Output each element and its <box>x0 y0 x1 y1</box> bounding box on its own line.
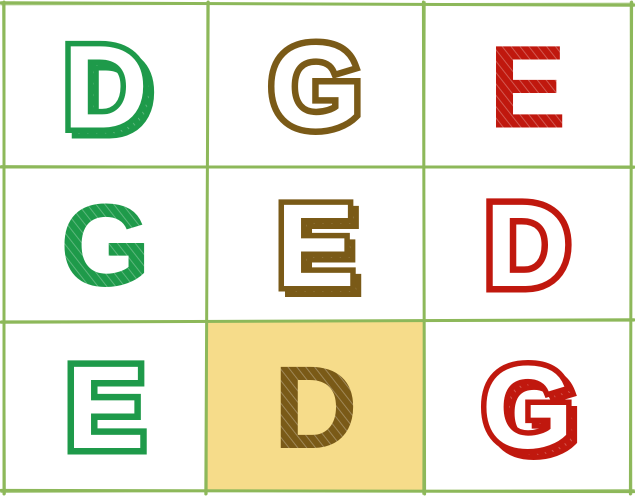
svg-text:D: D <box>69 28 154 160</box>
letter-g-outline-shadow: GGG <box>476 337 584 486</box>
svg-text:E: E <box>488 22 567 154</box>
svg-text:D: D <box>273 342 358 474</box>
letter-d-outline-shadow: DDD <box>57 16 159 165</box>
letter-d-outline: D <box>478 174 576 319</box>
board-cell-r2-c3[interactable]: D <box>424 167 631 321</box>
svg-text:G: G <box>270 22 362 154</box>
letter-d-solid: DD <box>273 342 358 474</box>
svg-text:G: G <box>60 180 152 312</box>
svg-text:D: D <box>63 22 148 154</box>
board-cell-r3-c1[interactable]: E <box>4 321 207 491</box>
svg-text:E: E <box>488 22 567 154</box>
letter-g-outline: G <box>263 15 368 160</box>
svg-text:G: G <box>488 348 580 480</box>
svg-text:E: E <box>282 186 361 318</box>
letter-g-solid: GG <box>60 180 152 312</box>
svg-text:E: E <box>276 180 355 312</box>
svg-text:D: D <box>485 180 570 312</box>
svg-text:G: G <box>488 348 580 480</box>
svg-text:G: G <box>60 180 152 312</box>
letter-e-outline-shadow: EEE <box>271 175 366 322</box>
svg-text:E: E <box>282 186 361 318</box>
svg-text:D: D <box>273 342 358 474</box>
letter-e-solid: EE <box>488 22 567 154</box>
svg-text:D: D <box>69 28 154 160</box>
board-cell-r1-c2[interactable]: G <box>207 4 424 167</box>
svg-text:G: G <box>482 342 574 474</box>
svg-text:E: E <box>66 342 145 474</box>
letter-e-outline: E <box>60 336 152 481</box>
